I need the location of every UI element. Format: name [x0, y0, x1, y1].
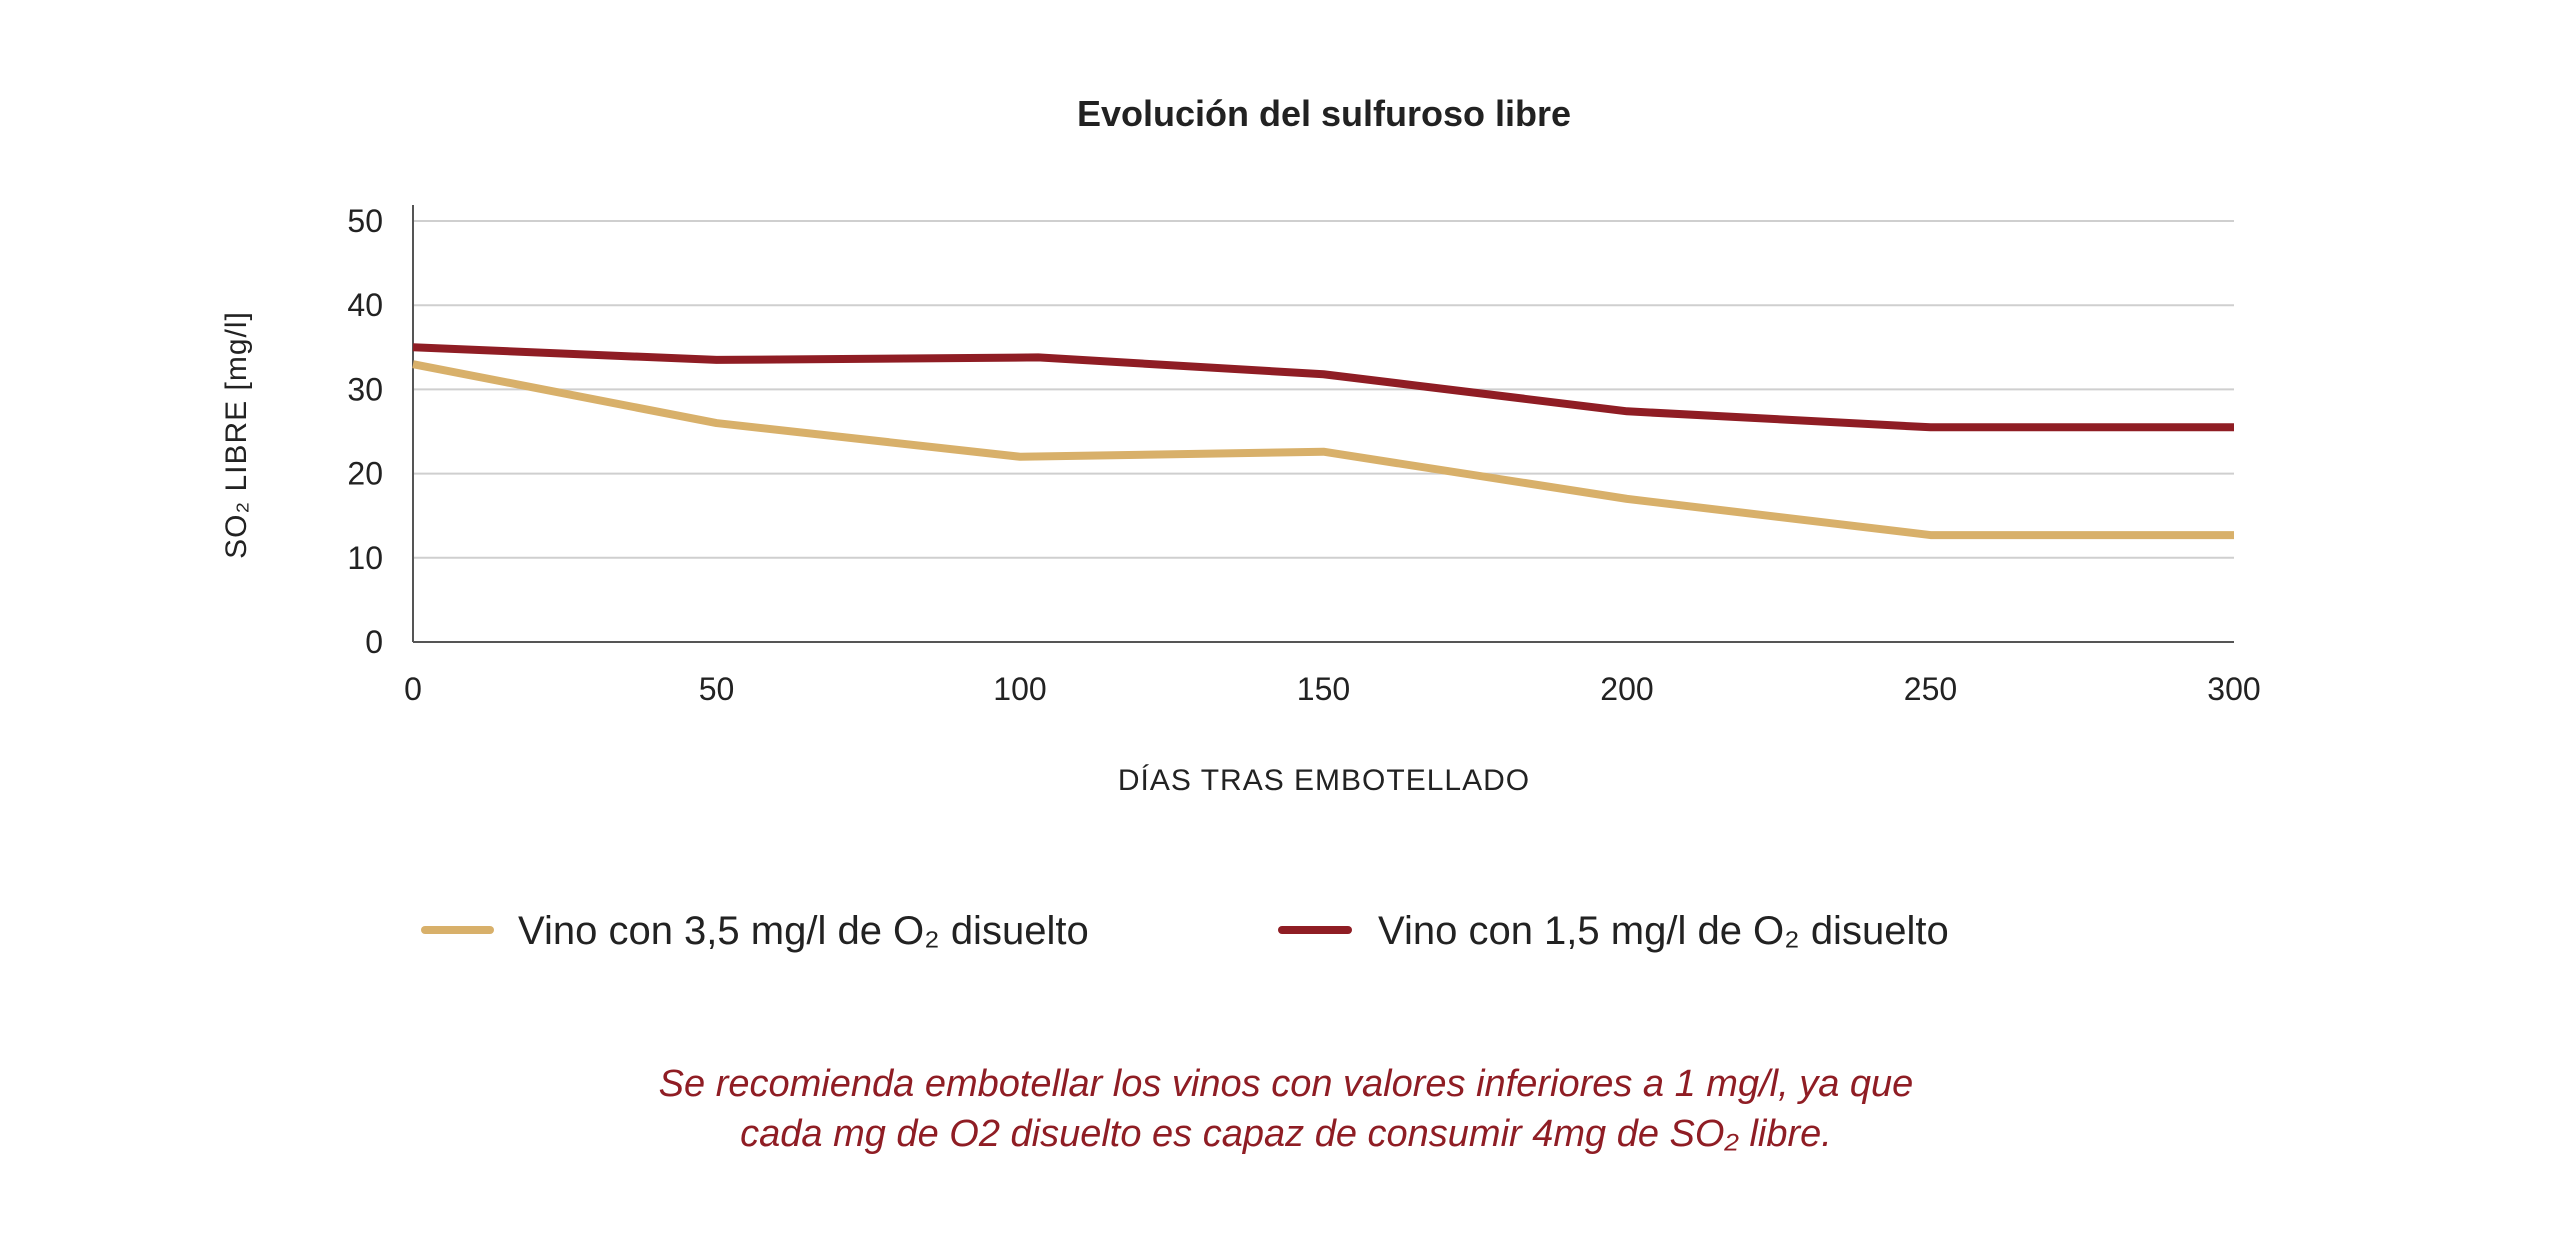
x-tick-label: 250	[1904, 671, 1957, 707]
legend-label-series-2: Vino con 1,5 mg/l de O₂ disuelto	[1378, 909, 1949, 953]
x-tick-label: 150	[1297, 671, 1350, 707]
series-lines	[412, 343, 2234, 540]
note-line-1: Se recomienda embotellar los vinos con v…	[659, 1063, 1914, 1105]
x-tick-label: 300	[2207, 671, 2260, 707]
legend-label-series-1: Vino con 3,5 mg/l de O₂ disuelto	[518, 909, 1089, 953]
y-tick-label: 50	[347, 203, 383, 239]
x-tick-label: 50	[699, 671, 735, 707]
series-line-2	[412, 343, 2234, 432]
grid-lines	[413, 220, 2234, 559]
x-axis-label: DÍAS TRAS EMBOTELLADO	[1118, 764, 1530, 797]
legend: Vino con 3,5 mg/l de O₂ disuelto Vino co…	[421, 909, 1949, 953]
x-tick-label: 100	[993, 671, 1046, 707]
note-line-2: cada mg de O2 disuelto es capaz de consu…	[740, 1113, 1832, 1155]
x-tick-label: 200	[1600, 671, 1653, 707]
y-tick-label: 40	[347, 287, 383, 323]
y-tick-label: 0	[365, 624, 383, 660]
y-axis-label: SO₂ LIBRE [mg/l]	[220, 311, 253, 559]
series-line-1	[412, 360, 2234, 540]
y-tick-label: 10	[347, 540, 383, 576]
chart-title: Evolución del sulfuroso libre	[1077, 93, 1571, 134]
x-axis-ticks: 0 50 100 150 200 250 300	[404, 671, 2261, 707]
x-tick-label: 0	[404, 671, 422, 707]
y-axis-ticks: 0 10 20 30 40 50	[347, 203, 383, 660]
y-tick-label: 20	[347, 456, 383, 492]
y-tick-label: 30	[347, 371, 383, 407]
